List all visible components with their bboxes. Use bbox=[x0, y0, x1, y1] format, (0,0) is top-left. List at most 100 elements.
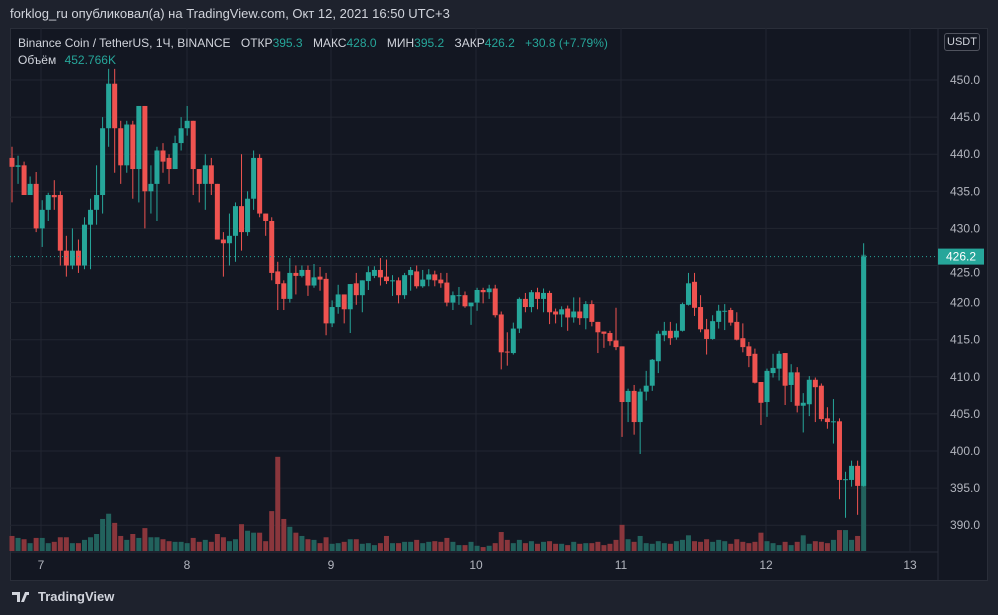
volume-bar bbox=[450, 541, 456, 551]
candle-down bbox=[377, 269, 383, 278]
open-label: ОТКР bbox=[240, 36, 273, 50]
volume-bar bbox=[81, 539, 87, 551]
volume-bar bbox=[335, 543, 341, 551]
candle-down bbox=[21, 165, 27, 196]
volume-bar bbox=[788, 545, 794, 551]
candle-down bbox=[692, 281, 698, 308]
candle-down bbox=[214, 183, 220, 240]
candle-up bbox=[541, 292, 547, 299]
price-tick-label: 400.0 bbox=[950, 444, 980, 458]
candle-up bbox=[408, 269, 414, 276]
volume-bar bbox=[353, 539, 359, 551]
volume-bar bbox=[722, 541, 728, 551]
candle-up bbox=[27, 183, 33, 196]
volume-bar bbox=[824, 543, 830, 551]
volume-bar bbox=[559, 543, 565, 551]
volume-bar bbox=[214, 533, 220, 551]
volume-bar bbox=[667, 543, 673, 551]
currency-button[interactable]: USDT bbox=[944, 33, 980, 51]
candle-up bbox=[649, 359, 655, 386]
volume-bar bbox=[800, 535, 806, 551]
volume-bar bbox=[136, 537, 142, 551]
volume-bar bbox=[226, 541, 232, 551]
close-value: 426.2 bbox=[484, 36, 515, 50]
candle-down bbox=[782, 353, 788, 386]
candle-down bbox=[734, 321, 740, 340]
candle-down bbox=[269, 220, 275, 273]
date-tick-label: 7 bbox=[38, 558, 45, 572]
candle-down bbox=[504, 351, 510, 353]
candle-down bbox=[746, 346, 752, 357]
volume-bar bbox=[377, 543, 383, 551]
candle-down bbox=[118, 128, 124, 166]
volume-bar bbox=[432, 541, 438, 551]
candle-up bbox=[800, 402, 806, 406]
volume-bar bbox=[806, 543, 812, 551]
candle-up bbox=[710, 321, 716, 339]
chart-legend: Binance Coin / TetherUS, 1Ч, BINANCE ОТК… bbox=[18, 35, 608, 69]
volume-bar bbox=[88, 537, 94, 551]
candle-up bbox=[456, 295, 462, 297]
price-tick-label: 425.0 bbox=[950, 266, 980, 280]
candle-up bbox=[788, 372, 794, 385]
candle-up bbox=[251, 157, 257, 199]
candle-up bbox=[722, 310, 728, 312]
volume-bar bbox=[172, 541, 178, 551]
candle-down bbox=[317, 276, 323, 280]
candle-up bbox=[806, 379, 812, 405]
candle-up bbox=[528, 292, 534, 308]
volume-bar bbox=[371, 545, 377, 551]
candle-down bbox=[758, 381, 764, 403]
date-tick-label: 10 bbox=[469, 558, 483, 572]
volume-bar bbox=[541, 541, 547, 551]
symbol-title[interactable]: Binance Coin / TetherUS, 1Ч, BINANCE bbox=[18, 36, 231, 50]
date-tick-label: 11 bbox=[615, 558, 628, 572]
candle-down bbox=[631, 390, 637, 423]
volume-bar bbox=[329, 543, 335, 551]
volume-bar bbox=[776, 545, 782, 551]
volume-bar bbox=[492, 543, 498, 551]
candle-down bbox=[293, 272, 299, 276]
candle-down bbox=[492, 288, 498, 316]
price-tick-label: 450.0 bbox=[950, 73, 980, 87]
candle-up bbox=[486, 288, 492, 293]
chart-panel[interactable] bbox=[10, 28, 988, 581]
tradingview-logo[interactable]: TradingView bbox=[12, 589, 114, 604]
tradingview-logo-icon bbox=[12, 591, 29, 602]
volume-bar bbox=[39, 537, 45, 551]
candle-down bbox=[353, 283, 359, 296]
candle-down bbox=[740, 338, 746, 348]
volume-bar bbox=[293, 532, 299, 551]
candle-up bbox=[661, 330, 667, 336]
candle-down bbox=[498, 314, 504, 353]
volume-bar bbox=[528, 541, 534, 551]
candle-up bbox=[184, 120, 190, 129]
volume-bar bbox=[522, 543, 528, 551]
candle-up bbox=[365, 272, 371, 282]
candle-down bbox=[607, 333, 613, 342]
volume-bar bbox=[613, 539, 619, 551]
candle-up bbox=[371, 269, 377, 276]
candle-down bbox=[698, 307, 704, 330]
low-value: 395.2 bbox=[414, 36, 445, 50]
candle-up bbox=[830, 421, 836, 423]
candle-down bbox=[57, 195, 63, 251]
volume-bar bbox=[317, 543, 323, 551]
candle-down bbox=[577, 311, 583, 319]
candle-up bbox=[849, 465, 855, 480]
volume-bar bbox=[190, 537, 196, 551]
volume-bar bbox=[208, 541, 214, 551]
date-tick-label: 13 bbox=[903, 558, 917, 572]
candle-down bbox=[130, 124, 136, 170]
volume-bar bbox=[341, 541, 347, 551]
volume-bar bbox=[758, 532, 764, 551]
volume-bar bbox=[311, 539, 317, 551]
candle-down bbox=[855, 465, 861, 486]
volume-bar bbox=[812, 541, 818, 551]
candle-down bbox=[63, 250, 69, 266]
candle-up bbox=[245, 198, 251, 233]
volume-bar bbox=[9, 535, 15, 551]
volume-bar bbox=[710, 541, 716, 551]
candle-up bbox=[571, 311, 577, 318]
